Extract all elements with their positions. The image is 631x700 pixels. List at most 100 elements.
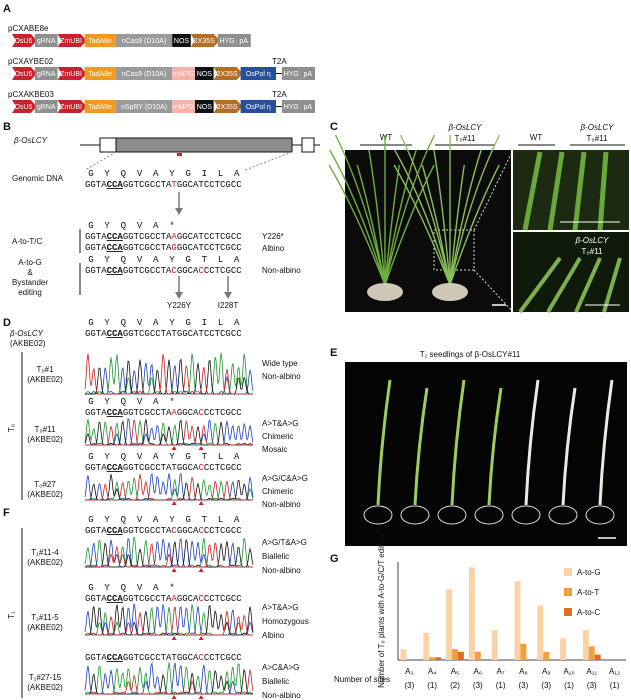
construct-element [84, 34, 116, 47]
dna-sequence: GGTACCAGGTCGCCTATGGCATCCTCGCC [85, 180, 242, 190]
construct-element [195, 67, 214, 80]
promoter [213, 100, 243, 113]
bar [560, 638, 567, 660]
seedling-root [585, 505, 615, 525]
bar [588, 646, 595, 660]
label: β-OsLCY [13, 136, 48, 145]
plant-leaf [384, 134, 436, 286]
sequence-segment: CCA [107, 594, 124, 604]
edit-marker [171, 695, 177, 699]
promoter [12, 100, 37, 113]
panel-label: E [330, 347, 337, 359]
seedling-root [363, 505, 393, 525]
sequence-segment: GGTCGCCTA [123, 408, 172, 418]
chromatogram-trace [85, 604, 254, 636]
sequence-segment: C [171, 266, 177, 276]
construct-element [84, 100, 116, 113]
legend-label: A-to-T [577, 588, 599, 597]
amino-acids: G Y Q V A * [88, 221, 177, 231]
plant-leaf [393, 164, 451, 286]
construct-element [172, 100, 195, 113]
label: NOS [197, 104, 213, 111]
promoter [12, 67, 37, 80]
leaf-closeup [518, 256, 562, 314]
sequence-segment: GGCA [177, 594, 199, 604]
site-count: (3) [587, 681, 597, 690]
sequence-segment: GGTA [85, 408, 107, 418]
label: gRNA [37, 38, 56, 45]
leaf-closeup [522, 151, 543, 231]
seedling-root [511, 505, 541, 525]
label: WT [380, 133, 393, 142]
dna-sequence: GGTACCAGGTCGCCTATGGCATCCTCGCC [85, 329, 242, 339]
sequence-segment: GGTCGCCTATGGCA [123, 463, 199, 473]
seedling [450, 379, 466, 506]
plant-leaf [328, 164, 386, 286]
amino-acids: G Y Q V A Y G T L A [88, 255, 242, 265]
label: Mosaic [262, 445, 287, 454]
site-count: (2) [450, 681, 460, 690]
legend-swatch [564, 588, 572, 596]
seedling-root [548, 505, 578, 525]
label: & [27, 268, 33, 277]
amino-acids: G Y Q V A Y G T L A [88, 515, 242, 525]
label: HYG [220, 38, 235, 45]
label: T₁#11-4 [31, 548, 59, 557]
promoter [190, 34, 220, 47]
amino-acids: G Y Q V A Y G I L A [88, 318, 242, 328]
bar [446, 589, 453, 660]
x-tick-label: A₁₁ [586, 667, 597, 676]
construct-element [115, 34, 173, 47]
seedling [487, 387, 503, 506]
edit-marker [171, 636, 177, 640]
site-count: (3) [519, 681, 529, 690]
construct-element [84, 67, 116, 80]
label: T₀#1 [36, 365, 54, 374]
label: A-to-T/C [12, 237, 42, 246]
leaf-closeup [574, 257, 602, 313]
sequence-segment: GGTA [85, 266, 107, 276]
dna-sequence: GGTACCAGGTCGCCTATGGCACCCTCGCC [85, 653, 242, 663]
label: pCXAKBE03 [8, 90, 54, 99]
plant-root [432, 283, 468, 301]
seedling [598, 379, 614, 506]
construct-element [34, 100, 58, 113]
construct-element [115, 67, 173, 80]
amino-acids: G Y Q V A * [88, 583, 177, 593]
dna-sequence: GGTACCAGGTCGCCTAGGGCATCCTCGCC [85, 243, 242, 253]
seedling [524, 379, 540, 506]
label: Non-albino [262, 266, 301, 275]
construct-element [172, 67, 195, 80]
sequence-segment: GGTCGCCTATGGCA [123, 653, 199, 663]
chromatogram-trace [85, 669, 254, 695]
amino-acids: G Y Q V A * [88, 397, 177, 407]
legend-swatch [564, 568, 572, 576]
sequence-segment: A [171, 232, 177, 242]
sites-label: Number of sites [334, 675, 390, 684]
leaf-closeup [597, 151, 609, 231]
label: pA [239, 38, 248, 45]
y-axis-label: Number of T₀ plants with A-to-G/C/T edit… [377, 534, 386, 688]
seedling [561, 387, 577, 506]
panel-label: A [3, 3, 11, 15]
label: gRNA [37, 71, 56, 78]
bar [423, 632, 430, 660]
sequence-segment: GGTCGCCTA [123, 594, 172, 604]
sequence-segment: CCTCGCC [204, 526, 242, 536]
label: Genomic DNA [12, 174, 64, 183]
bar [400, 649, 407, 660]
dna-sequence: GGTACCAGGTCGCCTATGGCACCCTCGCC [85, 463, 242, 473]
label: OsU6 [14, 104, 32, 111]
construct-element [282, 100, 301, 113]
x-tick-label: A₁₀ [563, 667, 574, 676]
construct-element [300, 100, 315, 113]
x-tick-label: A₉ [542, 667, 551, 676]
plant-leaf [356, 164, 386, 286]
label: HYG [284, 71, 299, 78]
promoter [57, 34, 87, 47]
label: A>T&A>G [262, 603, 298, 612]
label: A>G/C&A>G [262, 474, 308, 483]
bar [582, 630, 589, 660]
sequence-segment: GGCATCCTCGCC [177, 232, 242, 242]
label: (AKBE02) [27, 375, 63, 384]
